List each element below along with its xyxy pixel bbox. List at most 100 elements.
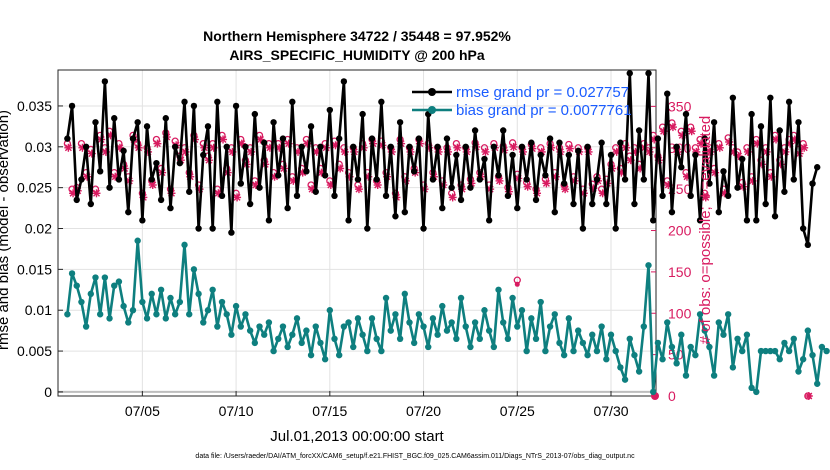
bias-series <box>64 237 830 396</box>
bias-point <box>603 356 610 363</box>
right-tick-label: 350 <box>668 98 692 114</box>
bias-point <box>724 311 732 318</box>
rmse-point <box>106 184 113 191</box>
bias-point <box>321 356 329 363</box>
obs-evaluated-marker <box>453 143 462 152</box>
rmse-point <box>635 127 643 134</box>
bias-point <box>392 311 399 318</box>
obs-evaluated-stroke <box>233 193 241 201</box>
bias-point <box>673 360 680 367</box>
rmse-point <box>767 94 774 101</box>
bias-point <box>120 302 127 310</box>
bias-point <box>692 351 699 359</box>
bias-point <box>490 343 498 351</box>
rmse-point <box>678 164 685 171</box>
obs-evaluated-stroke <box>64 144 72 152</box>
bias-point <box>331 335 338 343</box>
bias-point <box>753 388 760 396</box>
rmse-point <box>645 70 652 77</box>
bias-point <box>720 331 727 338</box>
bias-point <box>429 315 437 322</box>
bias-point <box>509 294 516 302</box>
rmse-point <box>664 90 671 97</box>
left-tick-label: 0.015 <box>17 261 52 277</box>
bias-point <box>598 323 605 330</box>
bias-point <box>434 331 441 338</box>
y-axis-label-right: # of obs: o=possible; ∗=evaluated <box>697 116 714 345</box>
rmse-point <box>776 127 783 134</box>
rmse-point <box>593 176 601 183</box>
rmse-point <box>82 143 90 151</box>
x-tick-label: 07/30 <box>593 403 628 419</box>
rmse-point <box>734 184 741 191</box>
rmse-point <box>115 176 123 183</box>
bias-point <box>115 278 123 285</box>
left-tick-label: 0.005 <box>17 343 52 359</box>
bias-point <box>790 335 797 343</box>
bias-point <box>635 368 643 375</box>
rmse-point <box>668 208 676 216</box>
bias-point <box>649 388 657 396</box>
bias-point <box>546 323 554 330</box>
bias-point <box>317 339 324 347</box>
obs-evaluated-stroke <box>453 144 461 152</box>
rmse-point <box>350 143 357 151</box>
bias-point <box>406 319 413 326</box>
rmse-point <box>237 180 244 187</box>
bias-point <box>453 335 460 343</box>
rmse-point <box>753 217 760 224</box>
bias-point <box>443 327 451 334</box>
bias-point <box>579 339 587 347</box>
bias-point <box>799 356 807 363</box>
rmse-point <box>139 217 146 224</box>
obs-evaluated-stroke <box>697 140 705 148</box>
legend-rmse-marker <box>428 88 436 96</box>
bias-point <box>265 319 273 326</box>
rmse-point <box>762 200 769 208</box>
bias-point <box>218 298 226 306</box>
rmse-point <box>804 241 812 249</box>
bias-point <box>654 339 662 347</box>
rmse-point <box>781 188 788 195</box>
bias-point <box>687 343 694 351</box>
rmse-point <box>359 110 366 118</box>
bias-point <box>101 274 109 281</box>
bias-point <box>139 298 146 306</box>
bias-point <box>228 331 235 338</box>
bias-point <box>237 323 244 330</box>
bias-point <box>781 339 788 347</box>
rmse-point <box>654 135 662 142</box>
plot-frame <box>57 69 657 397</box>
rmse-point <box>270 119 277 126</box>
bias-point <box>523 347 530 355</box>
rmse-point <box>429 176 437 183</box>
rmse-point <box>481 155 488 163</box>
rmse-point <box>603 200 610 208</box>
rmse-point <box>729 94 737 101</box>
left-tick-label: 0.01 <box>25 302 52 318</box>
rmse-point <box>373 176 380 183</box>
bias-point <box>514 323 521 330</box>
rmse-point <box>584 143 591 151</box>
bias-point <box>415 311 423 318</box>
bias-point <box>734 335 741 343</box>
bias-point <box>148 290 155 298</box>
rmse-point <box>467 184 474 191</box>
left-tick-label: 0.03 <box>25 139 52 155</box>
bias-point <box>223 311 230 318</box>
rmse-point <box>617 139 624 146</box>
bias-point <box>326 307 334 314</box>
rmse-point <box>814 164 821 171</box>
obs-evaluated-stroke <box>805 392 813 400</box>
bias-point <box>818 343 826 351</box>
chart-title-line1: Northern Hemisphere 34722 / 35448 = 97.9… <box>203 28 511 44</box>
bias-point <box>715 319 722 326</box>
rmse-point <box>73 196 80 204</box>
rmse-point <box>368 135 376 142</box>
rmse-point <box>724 192 732 200</box>
bias-point <box>504 335 512 343</box>
bias-point <box>261 331 268 338</box>
bias-point <box>696 311 704 318</box>
rmse-point <box>275 172 282 179</box>
rmse-point <box>246 200 254 208</box>
